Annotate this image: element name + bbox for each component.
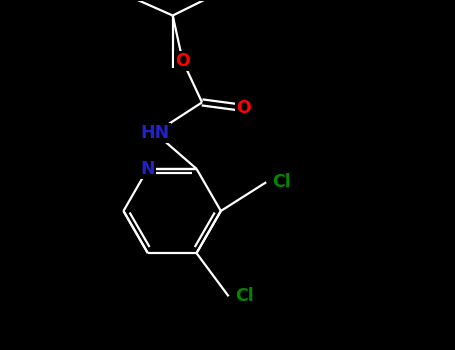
Text: N: N <box>141 160 155 178</box>
Text: O: O <box>175 52 190 70</box>
Text: Cl: Cl <box>273 173 291 191</box>
Text: HN: HN <box>141 124 170 142</box>
Text: Cl: Cl <box>235 287 253 305</box>
Text: O: O <box>236 99 251 117</box>
